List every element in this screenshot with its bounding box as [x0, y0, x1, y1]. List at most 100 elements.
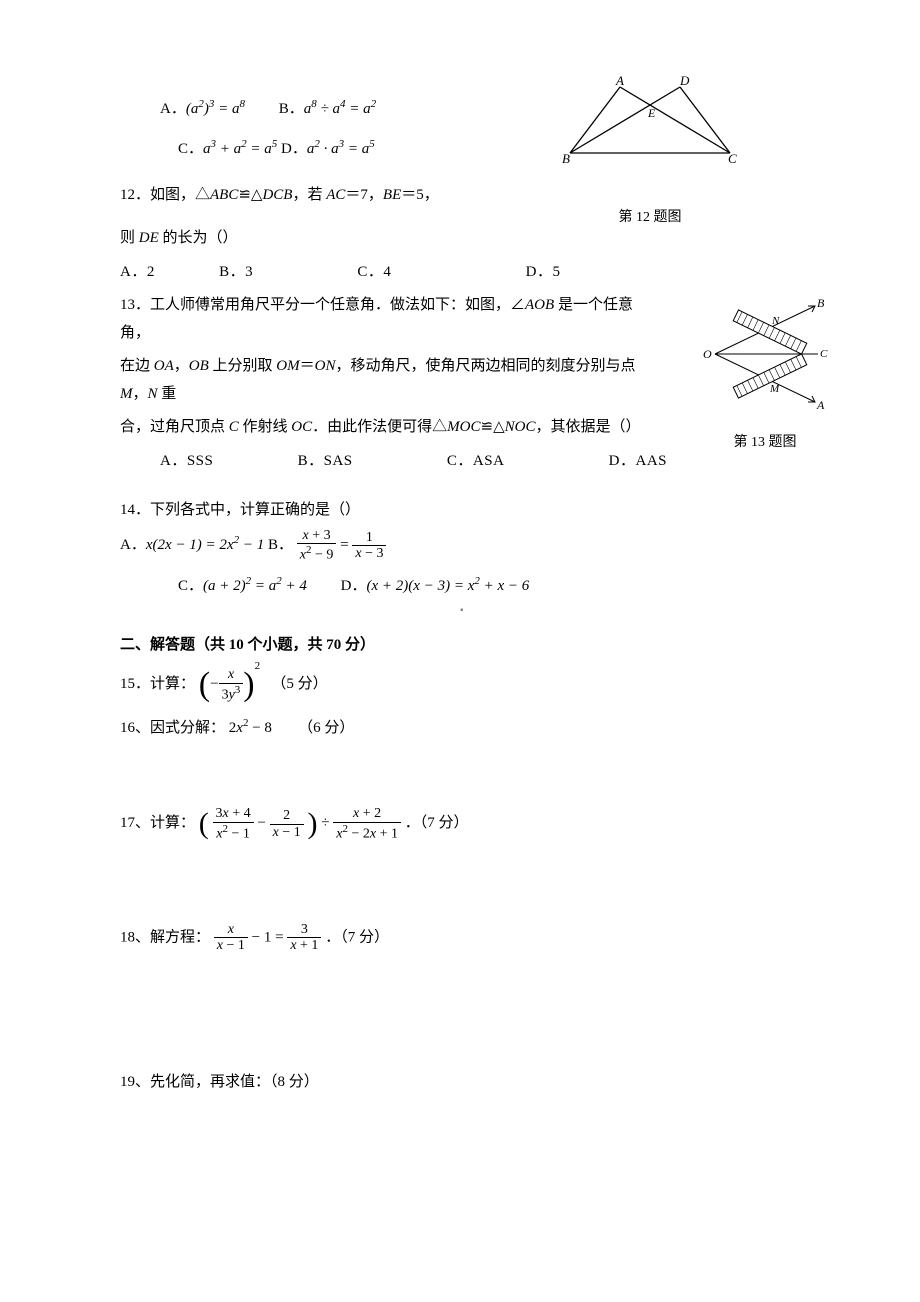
q17-t3-den: x2 − 2x + 1 [333, 823, 401, 842]
q15-after: （5 分） [264, 677, 328, 693]
q13-line1: 13．工人师傅常用角尺平分一个任意角．做法如下：如图，∠AOB 是一个任意角， [120, 291, 800, 348]
q16: 16、因式分解： 2x2 − 8 （6 分） [120, 713, 800, 743]
q18-rden: x + 1 [287, 938, 321, 953]
q12-choices: A．2 B．3 C．4 D．5 [120, 258, 800, 287]
q13-l3-noc: NOC [505, 419, 536, 435]
fig13-a: A [816, 398, 825, 412]
q13-line2: 在边 OA，OB 上分别取 OM＝ON，移动角尺，使角尺两边相同的刻度分别与点 … [120, 352, 800, 409]
q12-s1-eq1: ＝7， [345, 187, 383, 203]
q11-optD-math: a2 · a3 = a5 [307, 141, 375, 157]
q12-choice-c: C．4 [357, 258, 391, 287]
q13-choice-d: D．AAS [609, 447, 667, 476]
q13-l2-eq: ＝ [300, 358, 315, 374]
q13-l2-oa: OA [154, 358, 174, 374]
q11-optB-math: a8 ÷ a4 = a2 [304, 101, 376, 117]
q13-l2-om: OM [276, 358, 299, 374]
q17-t2-num: 2 [270, 808, 304, 824]
q13-l2-c2: ， [133, 386, 148, 402]
q17: 17、计算： ( 3x + 4x2 − 1 − 2x − 1 ) ÷ x + 2… [120, 806, 800, 841]
q13-l2-n: N [148, 386, 158, 402]
q13-l3-after2: ，其依据是（） [535, 419, 640, 435]
q17-div: ÷ [321, 816, 333, 832]
q15: 15．计算： (−x3y3)2 （5 分） [120, 667, 800, 702]
q13-l3-cong: ≌△ [481, 419, 505, 435]
q13-l3-c: C [229, 419, 239, 435]
q11-options-row1: A．(a2)3 = a8 B．a8 ÷ a4 = a2 [120, 94, 800, 124]
q13-l3-oc: OC [291, 419, 312, 435]
q13-l3-pre: 合，过角尺顶点 [120, 419, 229, 435]
q11-options-row2: C．a3 + a2 = a5 D．a2 · a3 = a5 [120, 134, 800, 164]
q12-stem-line1: 12．如图，△ABC≌△DCB，若 AC＝7，BE＝5， [120, 181, 800, 210]
q11-optC-math: a3 + a2 = a5 [203, 141, 277, 157]
q11-optA-pre: A． [160, 101, 186, 117]
q12-s1-after: ，若 [292, 187, 326, 203]
q13-line3: 合，过角尺顶点 C 作射线 OC．由此作法便可得△MOC≌△NOC，其依据是（） [120, 413, 800, 442]
q12-choice-a: A．2 [120, 258, 155, 287]
q14-c-math: (a + 2)2 = a2 + 4 [203, 578, 307, 594]
q12-s1-abc: ABC [210, 187, 238, 203]
q14-row1: A．x(2x − 1) = 2x2 − 1 B． x + 3x2 − 9 = 1… [120, 528, 800, 563]
q15-expr: (−x3y3)2 [199, 667, 260, 702]
q11-optA-math: (a2)3 = a8 [186, 101, 245, 117]
q18-lden: x − 1 [214, 938, 248, 953]
q12-s2-pre: 则 [120, 230, 139, 246]
q13-l2-ob: OB [189, 358, 209, 374]
q17-after: ．（7 分） [405, 816, 469, 832]
q11-optB-pre: B． [249, 101, 304, 117]
q18: 18、解方程： xx − 1 − 1 = 3x + 1 ．（7 分） [120, 922, 800, 954]
fig12-label-a: A [615, 75, 624, 88]
fig13-b: B [817, 297, 825, 310]
q12-s1-ac: AC [326, 187, 345, 203]
q13-l3-moc: MOC [447, 419, 480, 435]
q13-choice-c: C．ASA [447, 447, 505, 476]
q12-choice-b: B．3 [219, 258, 253, 287]
q12-choice-d: D．5 [526, 258, 561, 287]
q18-mid: − 1 = [252, 929, 288, 945]
q15-exp: 2 [255, 660, 261, 672]
q13-l1-pre: 13．工人师傅常用角尺平分一个任意角．做法如下：如图，∠ [120, 297, 525, 313]
q17-t2-den: x − 1 [270, 825, 304, 840]
q16-after: （6 分） [276, 720, 355, 736]
q18-lnum: x [214, 922, 248, 938]
q17-pre: 17、计算： [120, 816, 195, 832]
q13-l2-after: 重 [158, 386, 177, 402]
q16-pre: 16、因式分解： [120, 720, 225, 736]
fig12-label-d: D [679, 75, 690, 88]
q17-expr: ( 3x + 4x2 − 1 − 2x − 1 ) [199, 806, 318, 841]
q12-s1-be: BE [383, 187, 401, 203]
q17-t1-num: 3x + 4 [213, 806, 254, 822]
q12-s2-after: 的长为（） [159, 230, 238, 246]
section-2-title: 二、解答题（共 10 个小题，共 70 分） [120, 631, 800, 660]
q15-neg: − [210, 677, 218, 693]
q18-pre: 18、解方程： [120, 929, 210, 945]
q13-choices: A．SSS B．SAS C．ASA D．AAS [120, 447, 800, 476]
q15-num: x [219, 667, 244, 683]
q18-after: ．（7 分） [325, 929, 389, 945]
q15-den: 3y3 [219, 684, 244, 703]
q13-l2-on: ON [315, 358, 336, 374]
q13-l3-after1: ．由此作法便可得△ [312, 419, 447, 435]
q13-l1-aob: AOB [525, 297, 554, 313]
q14-d-math: (x + 2)(x − 3) = x2 + x − 6 [366, 578, 529, 594]
q13-choice-a: A．SSS [160, 447, 213, 476]
q14-a-pre: A． [120, 537, 146, 553]
q14-b-frac2: 1x − 3 [352, 530, 386, 562]
q17-t3-num: x + 2 [333, 806, 401, 822]
q11-optC-pre: C． [178, 141, 203, 157]
q13-choice-b: B．SAS [298, 447, 353, 476]
q14-d-pre: D． [311, 578, 367, 594]
q12-stem-line2: 则 DE 的长为（） [120, 224, 800, 253]
q14-c-pre: C． [178, 578, 203, 594]
q18-rnum: 3 [287, 922, 321, 938]
q13-l2-c1: ， [174, 358, 189, 374]
q11-optD-pre: D． [281, 141, 307, 157]
q16-math: 2x2 − 8 [229, 720, 272, 736]
q13-l2-mid1: 上分别取 [209, 358, 277, 374]
q12-s1-mid: ≌△ [238, 187, 262, 203]
q17-minus: − [257, 816, 269, 832]
q17-t1-den: x2 − 1 [213, 823, 254, 842]
fig13-c: C [820, 348, 828, 360]
q14-stem: 14．下列各式中，计算正确的是（） [120, 496, 800, 525]
q13-l2-m: M [120, 386, 133, 402]
q19: 19、先化简，再求值：（8 分） [120, 1068, 800, 1097]
